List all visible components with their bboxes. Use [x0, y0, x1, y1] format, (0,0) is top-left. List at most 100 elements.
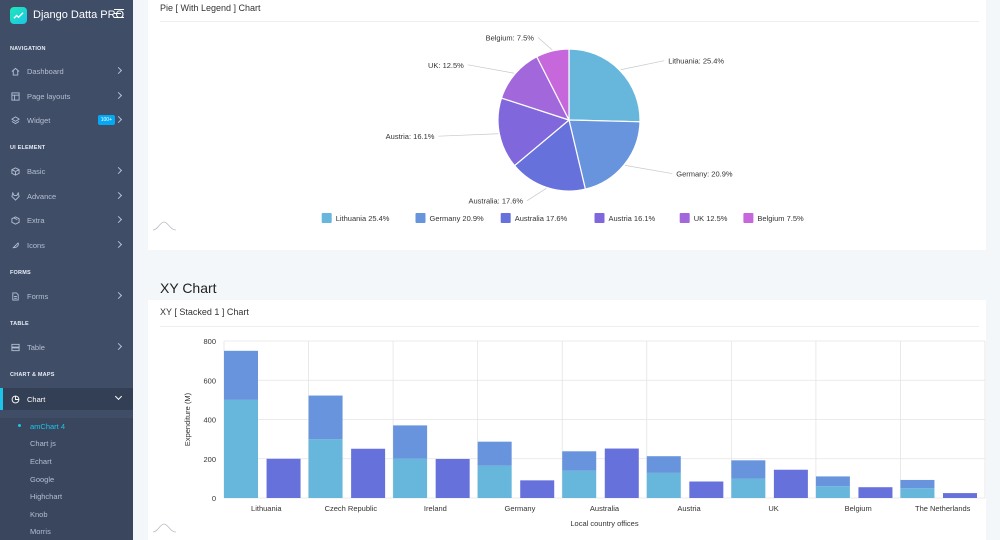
bar-segment	[731, 460, 766, 479]
bar-segment	[477, 465, 512, 498]
submenu-item-highchart[interactable]: Highchart	[30, 492, 63, 501]
pie-label-line	[438, 133, 499, 137]
bar-segment	[646, 456, 681, 473]
x-tick-label: Ireland	[424, 504, 447, 513]
sidebar-item-basic[interactable]: Basic	[0, 160, 133, 182]
chevron-right-icon	[114, 66, 123, 75]
home-icon	[11, 67, 20, 76]
menu-toggle-icon[interactable]	[114, 9, 124, 19]
legend-label: Belgium 7.5%	[757, 214, 804, 223]
amcharts-logo-icon	[152, 523, 177, 533]
sidebar-item-page-layouts[interactable]: Page layouts	[0, 85, 133, 107]
legend-marker	[679, 213, 690, 223]
x-tick-label: Australia	[590, 504, 620, 513]
x-tick-label: Czech Republic	[325, 504, 378, 513]
legend-label: Australia 17.6%	[515, 214, 568, 223]
bar-segment	[731, 478, 766, 498]
y-tick-label: 200	[203, 455, 216, 464]
sidebar-item-chart[interactable]: Chart	[0, 388, 133, 410]
sidebar-item-forms[interactable]: Forms	[0, 285, 133, 307]
brand[interactable]: Django Datta PRO	[0, 0, 133, 30]
layers-icon	[11, 115, 20, 125]
bar-segment	[773, 469, 808, 498]
chevron-right-icon	[114, 191, 123, 200]
bar-segment	[815, 476, 850, 487]
sidebar-item-label: Table	[27, 342, 45, 352]
package-icon	[11, 215, 20, 225]
pie-chart-card: Pie [ With Legend ] Chart Lithuania: 25.…	[148, 0, 986, 250]
bar-segment	[943, 493, 977, 498]
pie-label-line	[620, 60, 665, 71]
bar-segment	[900, 488, 935, 498]
y-tick-label: 0	[212, 494, 216, 503]
bar-segment	[393, 425, 428, 459]
bar-segment	[646, 472, 681, 498]
chart-submenu: amChart 4 Chart js Echart Google Highcha…	[0, 418, 133, 540]
legend-label: Austria 16.1%	[609, 214, 656, 223]
submenu-item-morris[interactable]: Morris	[30, 527, 51, 536]
chevron-down-icon	[114, 392, 123, 401]
chevron-right-icon	[114, 342, 123, 351]
legend-marker	[321, 213, 332, 223]
sidebar-item-widget[interactable]: Widget 100+	[0, 109, 133, 131]
card-divider	[160, 21, 979, 22]
sidebar-item-advance[interactable]: Advance	[0, 185, 133, 207]
legend-label: Germany 20.9%	[430, 214, 485, 223]
sidebar: Django Datta PRO NAVIGATION Dashboard Pa…	[0, 0, 133, 540]
caption-chart-maps: CHART & MAPS	[10, 372, 55, 378]
sidebar-item-label: Extra	[27, 215, 45, 225]
bar-segment	[562, 470, 597, 498]
x-axis-label: Local country offices	[570, 519, 638, 528]
submenu-item-knob[interactable]: Knob	[30, 510, 48, 519]
legend-label: Lithuania 25.4%	[336, 214, 390, 223]
pie-slice-label: Austria: 16.1%	[386, 132, 435, 141]
xy-section-title: XY Chart	[160, 280, 217, 296]
legend-marker	[415, 213, 426, 223]
file-text-icon	[11, 291, 20, 301]
submenu-item-echart[interactable]: Echart	[30, 457, 52, 466]
x-tick-label: UK	[768, 504, 778, 513]
legend-label: UK 12.5%	[694, 214, 728, 223]
feather-icon	[11, 241, 20, 250]
sidebar-item-table[interactable]: Table	[0, 336, 133, 358]
bar-segment	[308, 439, 343, 498]
sidebar-item-label: Forms	[27, 291, 49, 301]
bar-segment	[604, 448, 639, 498]
chevron-right-icon	[114, 115, 123, 124]
card-divider	[160, 326, 979, 327]
bar-segment	[393, 458, 428, 498]
legend-marker	[500, 213, 511, 223]
sidebar-item-extra[interactable]: Extra	[0, 209, 133, 231]
sidebar-item-label: Icons	[27, 240, 45, 250]
chevron-right-icon	[114, 91, 123, 100]
bar-segment	[815, 486, 850, 498]
y-tick-label: 600	[203, 376, 216, 385]
submenu-item-chartjs[interactable]: Chart js	[30, 439, 56, 448]
bar-segment	[435, 458, 470, 498]
x-tick-label: The Netherlands	[915, 504, 971, 513]
legend-marker	[743, 213, 754, 223]
amcharts-logo-icon	[152, 221, 177, 231]
sidebar-item-dashboard[interactable]: Dashboard	[0, 60, 133, 82]
server-icon	[11, 343, 20, 352]
sidebar-item-label: Advance	[27, 191, 57, 201]
caption-table: TABLE	[10, 321, 29, 327]
submenu-item-amchart[interactable]: amChart 4	[30, 422, 66, 431]
bar-segment	[351, 448, 386, 498]
bar-segment	[308, 395, 343, 440]
pie-slice	[568, 48, 641, 123]
brand-logo-icon	[10, 6, 27, 24]
pie-label-line	[537, 37, 553, 51]
sidebar-item-icons[interactable]: Icons	[0, 234, 133, 256]
pie-slice	[497, 97, 571, 167]
submenu-item-google[interactable]: Google	[30, 475, 55, 484]
pie-slice-label: Lithuania: 25.4%	[668, 57, 724, 66]
bar-segment	[900, 479, 935, 489]
sidebar-item-label: Chart	[27, 394, 46, 404]
pie-slice-label: Germany: 20.9%	[676, 170, 733, 179]
x-tick-label: Lithuania	[251, 504, 282, 513]
x-tick-label: Germany	[505, 504, 536, 513]
bar-segment	[858, 487, 893, 498]
xy-stacked-chart: 0 200 400 600 800 Lithuania Czech Republic Irel…	[152, 337, 986, 533]
sidebar-item-label: Basic	[27, 166, 46, 176]
